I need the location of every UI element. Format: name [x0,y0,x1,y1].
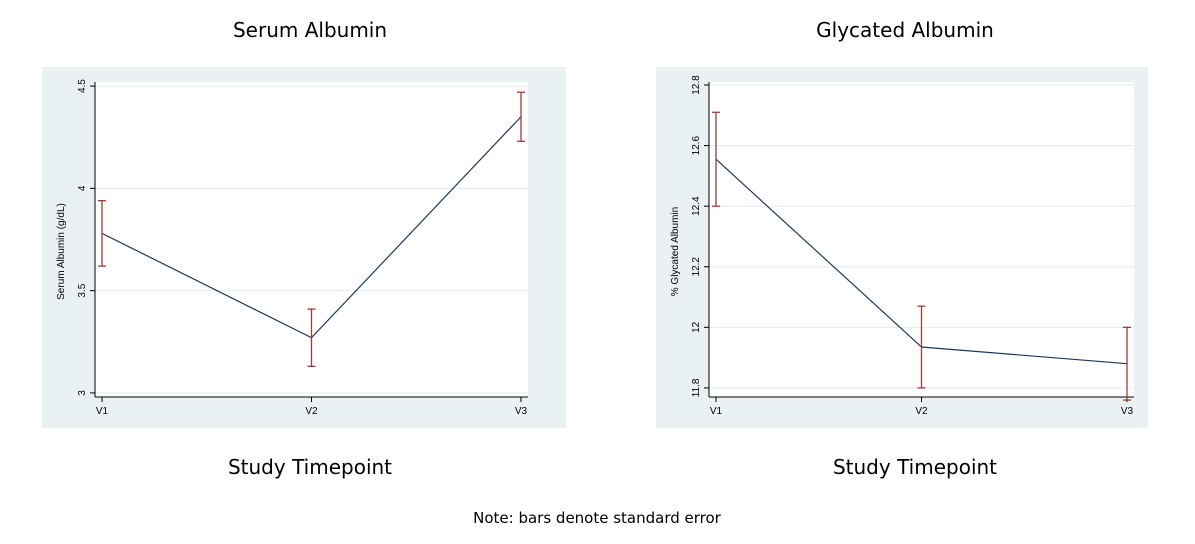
x-tick-label: V2 [305,406,318,417]
y-tick-label: 3 [77,390,88,396]
left-chart-title: Serum Albumin [232,18,388,42]
y-axis-title: % Glycated Albumin [670,207,681,297]
x-tick-label: V1 [96,406,109,417]
glycated-albumin-chart: 11.8 12 12.2 12.4 12.6 12.8 V1 V2 V3 % Glycated A… [656,67,1148,428]
y-axis-title: Serum Albumin (g/dL) [56,203,67,300]
y-tick-label: 12.2 [691,257,702,277]
y-tick-label: 12.6 [691,135,702,155]
glycated-albumin-plot: 11.8 12 12.2 12.4 12.6 12.8 V1 V2 V3 % Glycated A… [656,67,1148,428]
x-tick-label: V3 [1121,406,1134,417]
right-chart-title: Glycated Albumin [816,18,994,42]
serum-albumin-plot: 3 3.5 4 4.5 V1 V2 V3 Serum Albumin (g/dL) [42,67,566,428]
y-tick-label: 12.4 [691,196,702,216]
error-bar-note: Note: bars denote standard error [473,509,721,527]
y-tick-label: 12 [691,321,702,333]
serum-albumin-chart: 3 3.5 4 4.5 V1 V2 V3 Serum Albumin (g/dL) [42,67,566,428]
y-tick-label: 12.8 [691,75,702,95]
y-tick-label: 4 [77,185,88,191]
left-x-axis-title: Study Timepoint [227,455,393,479]
right-x-axis-title: Study Timepoint [832,455,998,479]
y-tick-label: 3.5 [77,283,88,297]
x-tick-label: V2 [915,406,928,417]
y-tick-label: 11.8 [691,378,702,397]
x-tick-label: V1 [710,406,723,417]
y-tick-label: 4.5 [77,79,88,93]
x-tick-label: V3 [515,406,528,417]
